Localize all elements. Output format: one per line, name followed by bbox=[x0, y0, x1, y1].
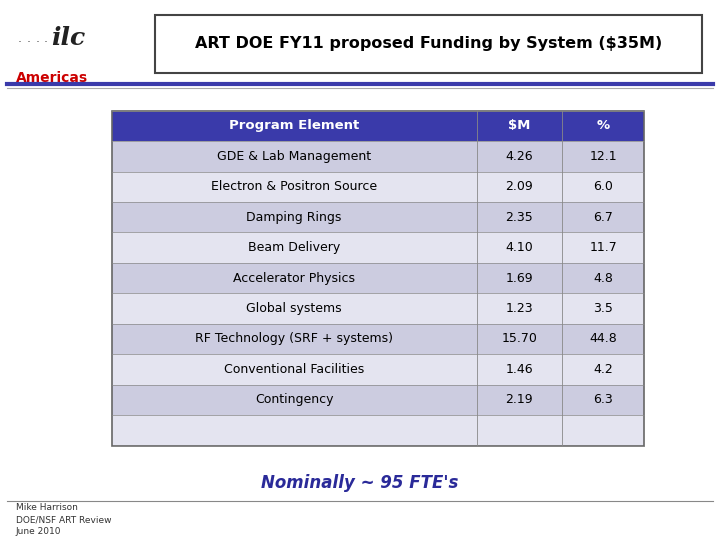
Text: June 2010: June 2010 bbox=[16, 527, 61, 536]
Text: ART DOE FY11 proposed Funding by System ($35M): ART DOE FY11 proposed Funding by System … bbox=[195, 36, 662, 51]
Text: 2.35: 2.35 bbox=[505, 211, 533, 224]
Text: Mike Harrison: Mike Harrison bbox=[16, 503, 78, 512]
Text: Americas: Americas bbox=[16, 71, 88, 85]
Text: 15.70: 15.70 bbox=[501, 333, 537, 346]
Text: 2.09: 2.09 bbox=[505, 180, 533, 193]
Text: Electron & Positron Source: Electron & Positron Source bbox=[211, 180, 377, 193]
Text: 4.26: 4.26 bbox=[505, 150, 533, 163]
Text: 1.46: 1.46 bbox=[505, 363, 533, 376]
Text: 4.8: 4.8 bbox=[593, 272, 613, 285]
Text: 2.19: 2.19 bbox=[505, 393, 533, 406]
Text: Program Element: Program Element bbox=[229, 119, 359, 132]
Text: Global systems: Global systems bbox=[246, 302, 342, 315]
Text: %: % bbox=[597, 119, 610, 132]
Text: .: . bbox=[35, 32, 40, 45]
Text: Beam Delivery: Beam Delivery bbox=[248, 241, 341, 254]
Text: Contingency: Contingency bbox=[255, 393, 333, 406]
Text: 6.3: 6.3 bbox=[593, 393, 613, 406]
Text: RF Technology (SRF + systems): RF Technology (SRF + systems) bbox=[195, 333, 393, 346]
Text: 11.7: 11.7 bbox=[589, 241, 617, 254]
Text: 6.0: 6.0 bbox=[593, 180, 613, 193]
Text: .: . bbox=[17, 32, 22, 45]
Text: 1.23: 1.23 bbox=[505, 302, 533, 315]
Text: 4.2: 4.2 bbox=[593, 363, 613, 376]
Text: Accelerator Physics: Accelerator Physics bbox=[233, 272, 355, 285]
Text: .: . bbox=[44, 32, 48, 45]
Text: GDE & Lab Management: GDE & Lab Management bbox=[217, 150, 371, 163]
Text: 12.1: 12.1 bbox=[589, 150, 617, 163]
Text: .: . bbox=[27, 32, 31, 45]
Text: $M: $M bbox=[508, 119, 531, 132]
Text: ilc: ilc bbox=[51, 26, 86, 50]
Text: 3.5: 3.5 bbox=[593, 302, 613, 315]
Text: 44.8: 44.8 bbox=[589, 333, 617, 346]
Text: 4.10: 4.10 bbox=[505, 241, 533, 254]
Text: Conventional Facilities: Conventional Facilities bbox=[224, 363, 364, 376]
Text: Nominally ~ 95 FTE's: Nominally ~ 95 FTE's bbox=[261, 474, 459, 492]
Text: Damping Rings: Damping Rings bbox=[246, 211, 342, 224]
Text: 1.69: 1.69 bbox=[505, 272, 533, 285]
Text: 6.7: 6.7 bbox=[593, 211, 613, 224]
Text: DOE/NSF ART Review: DOE/NSF ART Review bbox=[16, 515, 112, 524]
